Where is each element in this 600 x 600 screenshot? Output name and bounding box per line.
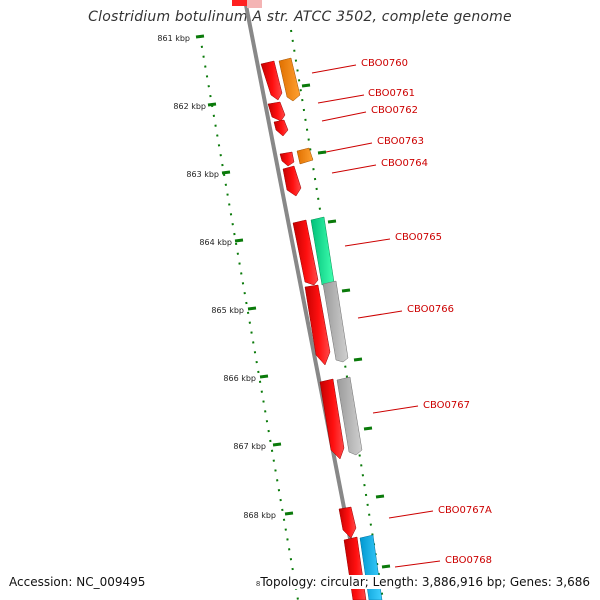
gene-label-cbo0767a[interactable]: CBO0767A <box>438 505 492 516</box>
cds-cbo0764[interactable] <box>282 165 302 197</box>
leader-line <box>394 560 441 568</box>
genome-backbone <box>243 0 364 600</box>
feature-orange-1[interactable] <box>278 57 301 102</box>
summary-stub: 8 <box>255 580 261 588</box>
tick-label: 865 kbp <box>211 306 244 315</box>
tick-label: 862 kbp <box>173 102 206 111</box>
leader-line <box>317 94 365 104</box>
outer-tick <box>317 150 327 155</box>
outer-tick <box>301 83 311 88</box>
genome-summary: 8Topology: circular; Length: 3,886,916 b… <box>253 575 590 589</box>
tick-scale-outer <box>290 29 384 600</box>
tick-label: 867 kbp <box>233 442 266 451</box>
major-ticks <box>195 34 294 516</box>
category-track <box>278 57 383 600</box>
cds-forward-track <box>260 60 367 600</box>
tick-label: 861 kbp <box>157 34 190 43</box>
major-tick-867 <box>272 442 282 447</box>
leader-line <box>372 405 419 414</box>
major-tick-866 <box>259 374 269 379</box>
gene-label-cbo0762[interactable]: CBO0762 <box>371 105 418 116</box>
cds-cbo0767[interactable] <box>319 378 345 460</box>
major-tick-863 <box>221 170 231 175</box>
tick-label: 866 kbp <box>223 374 256 383</box>
cds-cbo0761[interactable] <box>267 101 286 122</box>
feature-gray-1[interactable] <box>322 280 349 363</box>
genome-title: Clostridium botulinum A str. ATCC 3502, … <box>88 9 512 25</box>
cds-cbo0762[interactable] <box>273 119 289 137</box>
major-tick-862 <box>207 102 217 107</box>
cds-cbo0760[interactable] <box>260 60 283 101</box>
major-tick-861 <box>195 34 205 39</box>
outer-tick <box>375 494 385 499</box>
gene-label-cbo0761[interactable]: CBO0761 <box>368 88 415 99</box>
tick-label: 864 kbp <box>199 238 232 247</box>
feature-orange-2[interactable] <box>296 147 314 165</box>
major-tick-868 <box>284 511 294 516</box>
gene-feature-top-partial-red <box>232 0 247 6</box>
major-tick-865 <box>247 306 257 311</box>
tick-label: 863 kbp <box>186 170 219 179</box>
gene-label-cbo0768[interactable]: CBO0768 <box>445 555 492 566</box>
label-leaders <box>311 64 441 568</box>
gene-label-cbo0766[interactable]: CBO0766 <box>407 304 454 315</box>
feature-gray-2[interactable] <box>336 376 363 456</box>
major-tick-864 <box>234 238 244 243</box>
outer-tick <box>327 219 337 224</box>
cds-cbo0766[interactable] <box>304 284 331 366</box>
leader-line <box>357 310 403 319</box>
cds-cbo0763[interactable] <box>279 151 295 167</box>
outer-tick <box>381 564 391 569</box>
leader-line <box>331 164 377 174</box>
gene-feature-top-partial <box>247 0 262 8</box>
outer-tick <box>363 426 373 431</box>
gene-label-cbo0760[interactable]: CBO0760 <box>361 58 408 69</box>
gene-label-cbo0763[interactable]: CBO0763 <box>377 136 424 147</box>
accession-text: Accession: NC_009495 <box>9 575 146 589</box>
leader-line <box>311 64 357 74</box>
outer-ticks <box>301 83 391 569</box>
leader-line <box>388 510 434 519</box>
gene-label-cbo0764[interactable]: CBO0764 <box>381 158 428 169</box>
outer-tick <box>353 357 363 362</box>
cds-cbo0767a[interactable] <box>338 506 357 539</box>
leader-line <box>344 238 391 247</box>
outer-tick <box>341 288 351 293</box>
leader-line <box>321 111 367 122</box>
cds-cbo0765[interactable] <box>292 219 319 286</box>
tick-label: 868 kbp <box>243 511 276 520</box>
gene-label-cbo0767[interactable]: CBO0767 <box>423 400 470 411</box>
leader-line <box>325 142 373 153</box>
summary-text: Topology: circular; Length: 3,886,916 bp… <box>260 575 590 589</box>
gene-label-cbo0765[interactable]: CBO0765 <box>395 232 442 243</box>
